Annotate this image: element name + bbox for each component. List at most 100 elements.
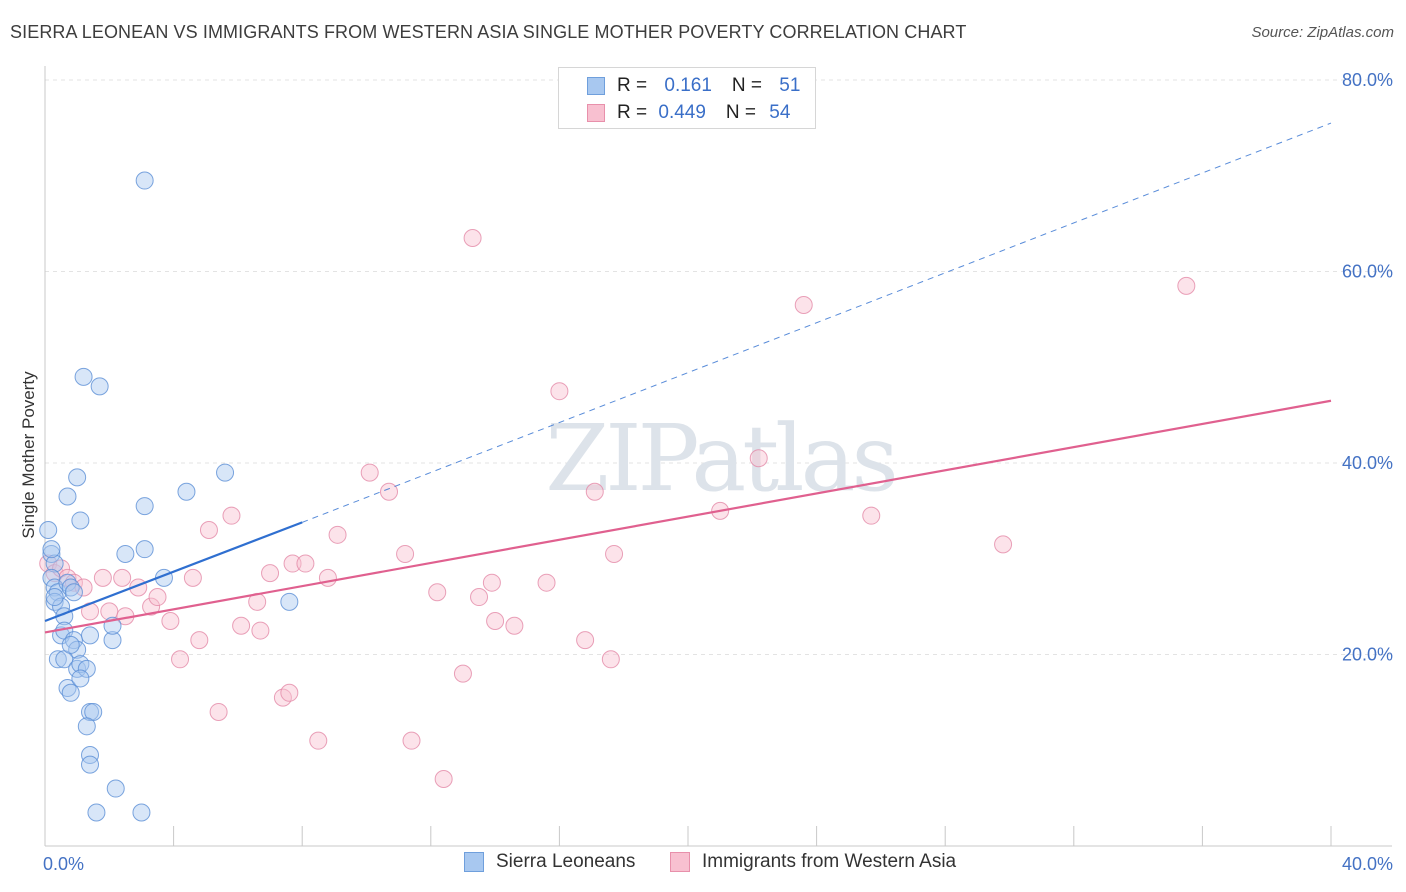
watermark: ZIPatlas [545, 405, 894, 512]
data-point-sierra-leoneans [61, 683, 80, 702]
data-point-sierra-leoneans [177, 482, 196, 501]
data-point-sierra-leoneans [45, 588, 64, 607]
blue-points [39, 171, 299, 822]
data-point-sierra-leoneans [68, 468, 87, 487]
data-point-immigrants-western-asia [328, 525, 347, 544]
data-point-sierra-leoneans [280, 592, 299, 611]
data-point-sierra-leoneans [39, 521, 58, 540]
data-point-sierra-leoneans [116, 544, 135, 563]
legend-label: Immigrants from Western Asia [702, 851, 957, 872]
data-point-immigrants-western-asia [261, 564, 280, 583]
data-point-sierra-leoneans [90, 377, 109, 396]
data-point-immigrants-western-asia [309, 731, 328, 750]
data-point-sierra-leoneans [135, 540, 154, 559]
data-point-sierra-leoneans [81, 746, 100, 765]
r-label: R = [617, 75, 653, 96]
y-tick-label: 20.0% [1342, 645, 1393, 665]
data-point-sierra-leoneans [61, 578, 80, 597]
data-point-immigrants-western-asia [434, 769, 453, 788]
data-point-sierra-leoneans [74, 367, 93, 386]
data-point-immigrants-western-asia [994, 535, 1013, 554]
data-point-sierra-leoneans [58, 679, 77, 698]
data-point-sierra-leoneans [103, 631, 122, 650]
data-point-sierra-leoneans [58, 487, 77, 506]
data-point-immigrants-western-asia [93, 568, 112, 587]
data-point-sierra-leoneans [71, 511, 90, 530]
data-point-immigrants-western-asia [749, 449, 768, 468]
data-point-sierra-leoneans [45, 554, 64, 573]
data-point-immigrants-western-asia [463, 228, 482, 247]
data-point-immigrants-western-asia [428, 583, 447, 602]
data-point-immigrants-western-asia [142, 597, 161, 616]
r-value: 0.449 [658, 102, 706, 123]
chart-title: SIERRA LEONEAN VS IMMIGRANTS FROM WESTER… [10, 22, 967, 42]
x-tick-label: 40.0% [1342, 854, 1393, 874]
data-point-immigrants-western-asia [161, 611, 180, 630]
data-point-sierra-leoneans [77, 659, 96, 678]
data-point-sierra-leoneans [71, 669, 90, 688]
legend-row-blue: R = 0.161 N = 51 [559, 73, 800, 99]
data-point-immigrants-western-asia [232, 616, 251, 635]
r-label: R = [617, 102, 653, 123]
tick-labels: 20.0% 40.0% 60.0% 80.0% 0.0% 40.0% [43, 70, 1393, 874]
data-point-sierra-leoneans [68, 659, 87, 678]
data-point-immigrants-western-asia [222, 506, 241, 525]
data-point-immigrants-western-asia [190, 631, 209, 650]
legend-item-immigrants-western-asia: Immigrants from Western Asia [670, 851, 956, 873]
data-point-sierra-leoneans [77, 717, 96, 736]
data-point-immigrants-western-asia [453, 664, 472, 683]
data-point-immigrants-western-asia [318, 568, 337, 587]
data-point-immigrants-western-asia [171, 650, 190, 669]
legend-swatch-pink [587, 104, 605, 122]
data-point-immigrants-western-asia [794, 296, 813, 315]
y-axis-label: Single Mother Poverty [19, 371, 38, 539]
trend-line-sierra-leoneans [44, 521, 303, 623]
trend-line-immigrants-western-asia [44, 399, 1332, 634]
data-point-immigrants-western-asia [585, 482, 604, 501]
source-label: Source: ZipAtlas.com [1251, 24, 1394, 41]
y-tick-label: 40.0% [1342, 453, 1393, 473]
data-point-immigrants-western-asia [862, 506, 881, 525]
data-point-immigrants-western-asia [505, 616, 524, 635]
data-point-immigrants-western-asia [283, 554, 302, 573]
data-point-immigrants-western-asia [360, 463, 379, 482]
legend-swatch-blue [464, 852, 484, 872]
n-label: N = [731, 75, 768, 96]
trend-line-sierra-leoneans-extrapolated [302, 122, 1332, 523]
y-tick-label: 80.0% [1342, 70, 1393, 90]
data-point-immigrants-western-asia [199, 521, 218, 540]
data-point-immigrants-western-asia [209, 702, 228, 721]
data-point-immigrants-western-asia [183, 568, 202, 587]
trend-lines [44, 122, 1332, 634]
data-point-sierra-leoneans [81, 755, 100, 774]
n-label: N = [725, 102, 762, 123]
data-point-sierra-leoneans [132, 803, 151, 822]
legend-label: Sierra Leoneans [496, 851, 636, 872]
data-point-sierra-leoneans [61, 635, 80, 654]
data-point-sierra-leoneans [216, 463, 235, 482]
data-point-sierra-leoneans [135, 497, 154, 516]
legend-swatch-blue [587, 77, 605, 95]
data-point-sierra-leoneans [58, 573, 77, 592]
legend-row-pink: R = 0.449 N = 54 [559, 100, 790, 126]
data-point-sierra-leoneans [48, 650, 67, 669]
data-point-immigrants-western-asia [601, 650, 620, 669]
data-point-immigrants-western-asia [402, 731, 421, 750]
data-point-immigrants-western-asia [1177, 276, 1196, 295]
y-tick-label: 60.0% [1342, 262, 1393, 282]
data-point-sierra-leoneans [64, 583, 83, 602]
bottom-legend: Sierra Leoneans Immigrants from Western … [0, 851, 1406, 877]
n-value: 54 [769, 102, 791, 123]
stats-legend: R = 0.161 N = 51 R = 0.449 N = 54 [558, 67, 816, 129]
axes [44, 66, 1392, 847]
data-point-sierra-leoneans [135, 171, 154, 190]
data-point-immigrants-western-asia [251, 621, 270, 640]
data-point-sierra-leoneans [106, 779, 125, 798]
legend-swatch-pink [670, 852, 690, 872]
grid-lines [45, 79, 1392, 655]
data-point-immigrants-western-asia [296, 554, 315, 573]
data-point-immigrants-western-asia [605, 544, 624, 563]
data-point-immigrants-western-asia [486, 611, 505, 630]
data-point-immigrants-western-asia [113, 568, 132, 587]
